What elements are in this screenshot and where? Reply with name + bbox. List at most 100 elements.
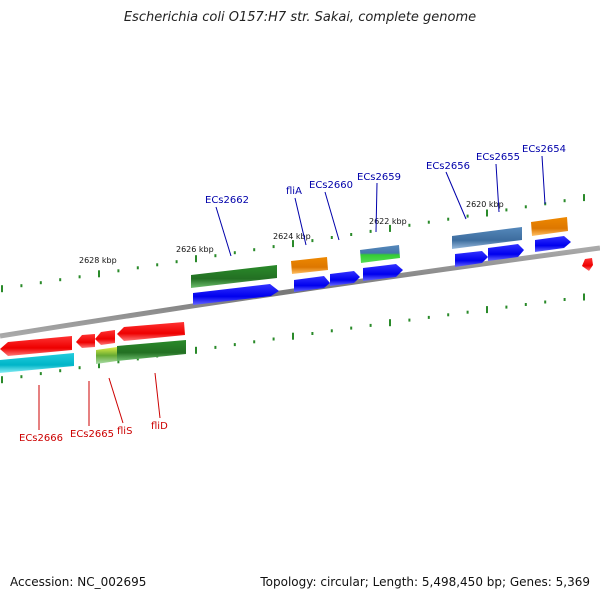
tick-mark	[350, 326, 353, 330]
gene-label[interactable]: ECs2656	[426, 161, 470, 172]
tick-mark	[369, 229, 372, 233]
outer-tick-track	[1, 194, 585, 293]
scale-labels: 2628 kbp 2626 kbp 2624 kbp 2622 kbp 2620…	[79, 200, 504, 265]
gene-label[interactable]: ECs2660	[309, 180, 353, 191]
tick-label: 2620 kbp	[466, 200, 504, 209]
forward-gene-labels: ECs2662 fliA ECs2660 ECs2659 ECs2656 ECs…	[205, 144, 566, 206]
tick-mark	[292, 240, 294, 248]
reverse-gene-labels: ECs2666 ECs2665 fliS fliD	[19, 421, 168, 444]
genome-summary: Topology: circular; Length: 5,498,450 bp…	[260, 575, 590, 589]
tick-mark	[156, 263, 159, 267]
tick-mark	[20, 284, 23, 288]
tick-mark	[544, 300, 547, 304]
tick-mark	[505, 208, 508, 212]
tick-mark	[369, 323, 372, 327]
callout-flia	[294, 197, 307, 246]
gene-flis[interactable]	[96, 347, 117, 364]
gene-label[interactable]: fliS	[117, 426, 132, 437]
tick-mark	[136, 266, 139, 270]
tick-mark	[78, 366, 81, 370]
callout-ecs2662	[215, 206, 232, 257]
tick-mark	[330, 236, 333, 239]
tick-mark	[408, 318, 411, 322]
callout-flis	[108, 377, 124, 424]
gene-label[interactable]: ECs2665	[70, 429, 114, 440]
callout-ecs2654	[541, 155, 546, 205]
tick-label: 2624 kbp	[273, 232, 311, 241]
tick-mark	[253, 340, 256, 344]
gene-label[interactable]: ECs2659	[357, 172, 401, 183]
gene-label[interactable]: ECs2662	[205, 195, 249, 206]
cds-ecs2660[interactable]	[330, 271, 360, 286]
tick-mark	[117, 360, 120, 364]
tick-mark	[330, 329, 333, 333]
gene-flid[interactable]	[117, 340, 186, 361]
tick-mark	[1, 376, 3, 384]
cds-ecs2662[interactable]	[193, 284, 279, 305]
tick-label: 2622 kbp	[369, 217, 407, 226]
tick-mark	[524, 303, 527, 306]
tick-mark	[117, 269, 120, 273]
gene-flia[interactable]	[291, 257, 328, 274]
tick-mark	[311, 332, 314, 335]
tick-mark	[505, 305, 508, 309]
accession-label: Accession: NC_002695	[10, 575, 147, 589]
tick-mark	[427, 220, 430, 224]
cds-ecs2656[interactable]	[455, 251, 488, 267]
cds-ecs2655[interactable]	[488, 244, 524, 261]
reverse-features	[0, 322, 186, 373]
callout-ecs2660	[324, 191, 340, 241]
gene-ecs2656[interactable]	[452, 227, 522, 249]
tick-mark	[311, 239, 314, 243]
gene-label[interactable]: fliA	[286, 186, 302, 197]
callout-ecs2659	[375, 182, 378, 233]
inner-tick-track	[1, 293, 585, 384]
tick-mark	[98, 361, 100, 369]
tick-mark	[486, 209, 488, 217]
cds-flia[interactable]	[294, 276, 330, 292]
cds-flis[interactable]	[95, 330, 115, 345]
tick-mark	[253, 248, 256, 252]
tick-mark	[350, 233, 353, 236]
cds-ecs2654[interactable]	[535, 236, 571, 252]
gene-ecs2666[interactable]	[0, 353, 74, 373]
callout-ecs2656	[445, 171, 467, 220]
tick-label: 2628 kbp	[79, 256, 117, 265]
cds-flid[interactable]	[117, 322, 185, 341]
tick-mark	[20, 375, 23, 379]
tick-mark	[195, 255, 197, 263]
cds-ecs2659[interactable]	[363, 264, 403, 281]
tick-mark	[486, 306, 488, 314]
gene-ecs2662[interactable]	[191, 265, 277, 288]
tick-mark	[583, 293, 585, 301]
tick-mark	[563, 199, 566, 203]
cds-ecs2665[interactable]	[76, 334, 95, 348]
gene-label[interactable]: ECs2654	[522, 144, 566, 155]
tick-mark	[214, 254, 217, 258]
callout-lines	[38, 155, 546, 430]
callout-ecs2655	[495, 163, 500, 213]
tick-mark	[447, 217, 450, 221]
tick-mark	[39, 281, 42, 285]
cds-offscreen-right[interactable]	[582, 258, 593, 271]
tick-mark	[233, 343, 236, 347]
tick-mark	[233, 251, 236, 255]
gene-label[interactable]: fliD	[151, 421, 168, 432]
tick-mark	[272, 337, 275, 341]
genome-title: Escherichia coli O157:H7 str. Sakai, com…	[123, 10, 477, 25]
gene-ecs2659[interactable]	[360, 245, 400, 263]
forward-features	[191, 217, 593, 305]
gene-label[interactable]: ECs2666	[19, 433, 63, 444]
tick-mark	[292, 332, 294, 340]
callout-flid	[154, 372, 161, 419]
cds-ecs2666[interactable]	[0, 336, 72, 356]
tick-mark	[583, 194, 585, 202]
tick-mark	[563, 298, 566, 301]
tick-mark	[389, 319, 391, 327]
gene-label[interactable]: ECs2655	[476, 152, 520, 163]
tick-mark	[524, 205, 527, 209]
tick-label: 2626 kbp	[176, 245, 214, 254]
gene-ecs2654[interactable]	[531, 217, 568, 236]
tick-mark	[466, 310, 469, 314]
